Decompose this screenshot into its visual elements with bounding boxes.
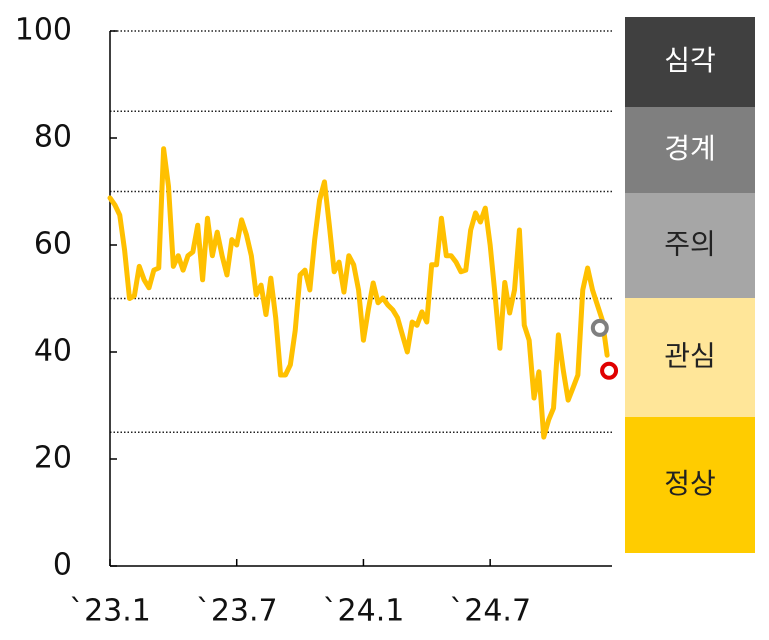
y-tick-label: 100 <box>15 13 72 48</box>
band-label: 심각 <box>664 44 716 77</box>
marker <box>590 318 609 337</box>
y-tick-label: 60 <box>34 227 72 262</box>
series-line <box>107 146 610 440</box>
y-tick-label: 20 <box>34 441 72 476</box>
band-label: 정상 <box>664 467 716 500</box>
x-tick-label: `23.1 <box>69 594 151 629</box>
x-tick-label: `24.7 <box>449 594 531 629</box>
y-tick-label: 80 <box>34 120 72 155</box>
band-box <box>625 17 755 107</box>
band-label: 관심 <box>664 340 716 373</box>
x-tick-label: `24.1 <box>323 594 405 629</box>
band-label: 주의 <box>664 228 716 261</box>
band-box <box>625 193 755 298</box>
x-tick-label: `23.7 <box>196 594 278 629</box>
marker <box>600 361 619 380</box>
y-tick-label: 0 <box>53 548 72 583</box>
band-label: 경계 <box>664 132 716 165</box>
band-box <box>625 417 755 553</box>
band-box <box>625 298 755 417</box>
y-tick-label: 40 <box>34 334 72 369</box>
band-box <box>625 107 755 193</box>
